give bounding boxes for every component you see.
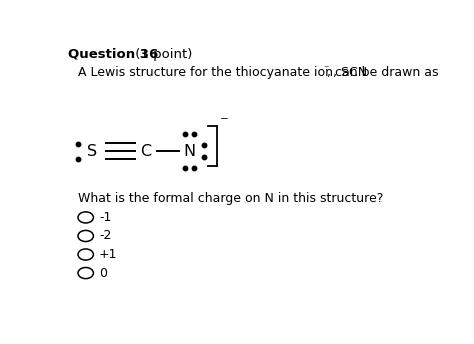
Text: A Lewis structure for the thiocyanate ion, SCN: A Lewis structure for the thiocyanate io…	[78, 66, 367, 79]
Text: N: N	[183, 144, 196, 159]
Text: ⁻: ⁻	[323, 65, 328, 75]
Text: −: −	[220, 114, 229, 124]
Text: -1: -1	[99, 211, 111, 224]
Text: +1: +1	[99, 248, 118, 261]
Text: 0: 0	[99, 267, 107, 280]
Text: (1 point): (1 point)	[131, 48, 192, 61]
Text: What is the formal charge on N in this structure?: What is the formal charge on N in this s…	[78, 192, 383, 205]
Text: Question 36: Question 36	[68, 48, 159, 61]
Text: -2: -2	[99, 229, 111, 243]
Text: , can be drawn as: , can be drawn as	[327, 66, 438, 79]
Text: S: S	[87, 144, 97, 159]
Text: C: C	[140, 144, 151, 159]
